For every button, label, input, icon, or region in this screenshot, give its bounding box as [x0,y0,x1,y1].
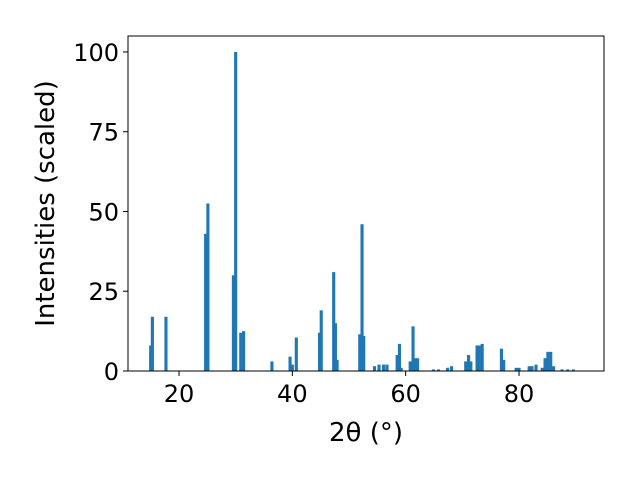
bar [294,337,298,371]
y-tick-label: 25 [88,278,119,306]
bar [335,359,339,371]
x-axis-ticks: 20 40 60 80 [164,371,535,408]
bar [499,348,503,371]
bar [475,345,479,371]
bar [290,364,294,371]
x-axis-label: 2θ (°) [329,418,403,448]
bar [436,369,441,371]
bar [450,366,454,371]
x-tick-label: 60 [390,380,421,408]
bar [534,364,538,371]
bar [571,369,575,371]
bar [385,364,389,371]
bar [149,345,153,371]
bar [560,369,564,371]
bar [408,361,412,371]
plot-frame [127,35,605,372]
bar [517,367,521,371]
bar [530,366,534,371]
x-tick-label: 40 [277,380,308,408]
bar [164,316,168,371]
bar [377,364,381,371]
bar [477,345,481,371]
bar [527,366,531,371]
bar [480,343,484,371]
bar [514,367,518,371]
bar [239,332,243,371]
bar [270,361,274,371]
bar [150,316,154,371]
bar [395,355,399,371]
bar [204,233,208,371]
y-axis-label: Intensities (scaled) [31,80,61,327]
y-tick-label: 100 [73,39,119,67]
bar [360,224,364,371]
bar [469,361,473,371]
y-tick-label: 50 [88,198,119,226]
y-tick-label: 75 [88,119,119,147]
bar [332,272,336,371]
bar [413,358,417,371]
bar [231,275,235,371]
y-axis-ticks: 0 25 50 75 100 [73,39,128,386]
bar [431,369,435,371]
bar [540,367,544,371]
bar [358,334,362,371]
bar [464,361,468,371]
bar [333,323,337,371]
x-tick-label: 20 [164,380,195,408]
y-tick-label: 0 [104,358,119,386]
bar [372,366,377,371]
x-tick-label: 80 [504,380,535,408]
bar [319,310,323,371]
bar [552,366,556,371]
bar [362,335,366,371]
bar [467,355,471,371]
bar [546,351,550,371]
bar [566,369,570,371]
bar [549,351,553,371]
bar [416,358,420,371]
bar [397,343,401,371]
bar [399,367,403,371]
bar [382,364,386,371]
bar [206,203,210,371]
bar [317,332,322,371]
bar [411,326,415,371]
bar-series [149,51,575,371]
bar [242,331,246,371]
bar [543,358,547,371]
bar [288,356,292,371]
bar [234,51,238,371]
bar [502,359,506,371]
bar [446,367,450,371]
